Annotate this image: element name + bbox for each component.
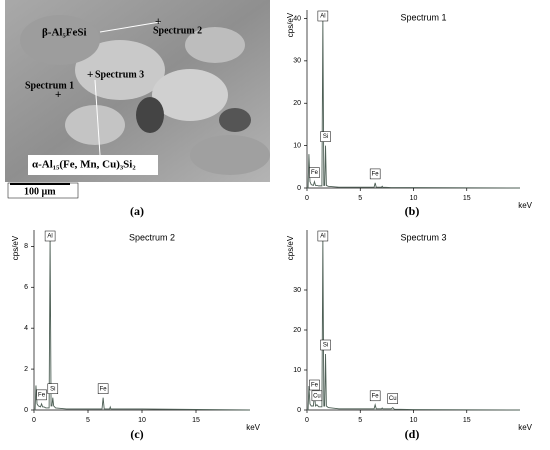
peak-label-box bbox=[44, 230, 56, 242]
peak-label: Si bbox=[323, 343, 328, 349]
peak-label-box bbox=[309, 379, 320, 391]
peak-label-box bbox=[317, 230, 329, 242]
chart-title: Spectrum 1 bbox=[400, 12, 446, 22]
peak-label: Al bbox=[47, 234, 52, 240]
peak-label: Cu bbox=[313, 393, 321, 399]
peak-label: Fe bbox=[38, 392, 46, 398]
x-tick-label: 0 bbox=[305, 195, 309, 202]
spectrum-line bbox=[34, 236, 251, 411]
y-axis-label: cps/eV bbox=[286, 235, 295, 260]
y-tick-label: 8 bbox=[24, 243, 28, 250]
y-tick-label: 4 bbox=[24, 325, 28, 332]
scale-bar-label: 100 µm bbox=[24, 186, 56, 197]
x-tick-label: 10 bbox=[410, 417, 418, 424]
peak-label-box bbox=[320, 339, 331, 351]
x-tick-label: 15 bbox=[463, 417, 471, 424]
peak-label: Fe bbox=[311, 383, 319, 389]
peak-label: Al bbox=[320, 234, 325, 240]
y-tick-label: 20 bbox=[293, 100, 301, 107]
x-axis-label: keV bbox=[518, 201, 532, 210]
peak-label-box bbox=[369, 390, 381, 402]
y-tick-label: 0 bbox=[297, 407, 301, 414]
svg-text:+: + bbox=[87, 69, 93, 81]
panel-label: (a) bbox=[130, 204, 144, 218]
x-tick-label: 15 bbox=[463, 195, 471, 202]
y-tick-label: 10 bbox=[293, 367, 301, 374]
spectrum-label: Spectrum 1 bbox=[25, 80, 74, 91]
phase-label: β-Al₅FeSi bbox=[42, 27, 87, 39]
phase-label: α-Al₁₅(Fe, Mn, Cu)₃Si₂ bbox=[32, 159, 136, 171]
peak-label-box bbox=[309, 167, 320, 178]
peak-label-box bbox=[320, 131, 331, 142]
y-tick-label: 0 bbox=[24, 407, 28, 414]
sem-labels: β-Al₅FeSi Spectrum 2 Spectrum 1 Spectrum… bbox=[24, 25, 202, 217]
y-tick-label: 30 bbox=[293, 58, 301, 65]
x-axis-label: keV bbox=[518, 423, 532, 432]
x-tick-label: 5 bbox=[358, 195, 362, 202]
y-tick-label: 0 bbox=[297, 185, 301, 192]
spectrum-label: Spectrum 2 bbox=[153, 25, 202, 36]
peak-label-box bbox=[36, 389, 47, 401]
x-tick-label: 15 bbox=[192, 417, 200, 424]
chart-title: Spectrum 2 bbox=[129, 232, 175, 242]
peak-label-box bbox=[369, 168, 381, 180]
chart-title: Spectrum 3 bbox=[400, 232, 446, 242]
y-axis-label: cps/eV bbox=[286, 12, 295, 37]
peak-label-box bbox=[47, 383, 59, 394]
svg-text:+: + bbox=[155, 16, 161, 28]
y-tick-label: 10 bbox=[293, 142, 301, 149]
svg-text:+: + bbox=[55, 89, 61, 101]
panel-label: (b) bbox=[405, 204, 420, 218]
panel-label: (d) bbox=[405, 427, 420, 441]
x-tick-label: 0 bbox=[305, 417, 309, 424]
peak-label: Fe bbox=[372, 171, 380, 177]
y-tick-label: 20 bbox=[293, 327, 301, 334]
peak-label: Cu bbox=[389, 396, 397, 402]
y-tick-label: 2 bbox=[24, 366, 28, 373]
x-tick-label: 10 bbox=[410, 195, 418, 202]
peak-label-box bbox=[317, 10, 329, 22]
y-tick-label: 6 bbox=[24, 284, 28, 291]
y-axis-label: cps/eV bbox=[11, 235, 20, 260]
peak-label: Al bbox=[320, 14, 325, 20]
peak-label: Fe bbox=[311, 170, 319, 176]
spectrum-line bbox=[307, 237, 521, 411]
x-tick-label: 10 bbox=[138, 417, 146, 424]
y-tick-label: 40 bbox=[293, 15, 301, 22]
peak-label-box bbox=[97, 383, 109, 394]
peak-label: Fe bbox=[100, 386, 108, 392]
peak-label: Si bbox=[50, 386, 55, 392]
peak-label: Fe bbox=[372, 393, 380, 399]
panel-label: (c) bbox=[130, 427, 143, 441]
x-axis-label: keV bbox=[246, 423, 260, 432]
x-tick-label: 0 bbox=[32, 417, 36, 424]
x-tick-label: 5 bbox=[358, 417, 362, 424]
spectrum-line bbox=[307, 18, 521, 189]
peak-label-box bbox=[311, 390, 323, 402]
peak-label: Si bbox=[323, 134, 328, 140]
spectrum-label: Spectrum 3 bbox=[95, 69, 144, 80]
peak-label-box bbox=[387, 393, 398, 404]
x-tick-label: 5 bbox=[86, 417, 90, 424]
sem-image: + + + bbox=[5, 0, 270, 199]
y-tick-label: 30 bbox=[293, 287, 301, 294]
